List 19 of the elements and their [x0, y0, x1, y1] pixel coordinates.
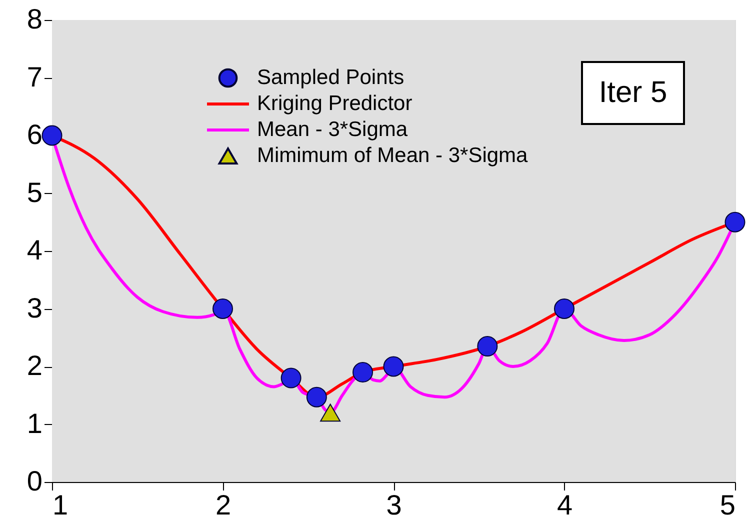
legend-label: Mimimum of Mean - 3*Sigma — [257, 144, 528, 167]
y-tick-label: 2 — [26, 350, 42, 381]
x-tick-label: 1 — [52, 490, 68, 520]
y-tick-label: 5 — [26, 176, 42, 208]
legend-label: Kriging Predictor — [257, 92, 412, 115]
legend-label: Mean - 3*Sigma — [257, 118, 408, 141]
x-tick-label: 2 — [215, 490, 232, 520]
y-tick-label: 1 — [26, 408, 42, 439]
annotation: Iter 5 — [598, 76, 668, 109]
y-tick-label: 8 — [26, 4, 42, 34]
y-tick-label: 0 — [26, 466, 42, 496]
y-tick-label: 3 — [26, 292, 42, 324]
y-tick-label: 6 — [26, 119, 42, 150]
x-tick-label: 4 — [556, 490, 573, 520]
legend-label: Sampled Points — [257, 66, 404, 89]
y-tick-label: 7 — [26, 61, 42, 92]
x-tick-label: 3 — [386, 490, 402, 520]
x-tick-label: 5 — [720, 490, 736, 520]
y-tick-label: 4 — [26, 234, 42, 266]
